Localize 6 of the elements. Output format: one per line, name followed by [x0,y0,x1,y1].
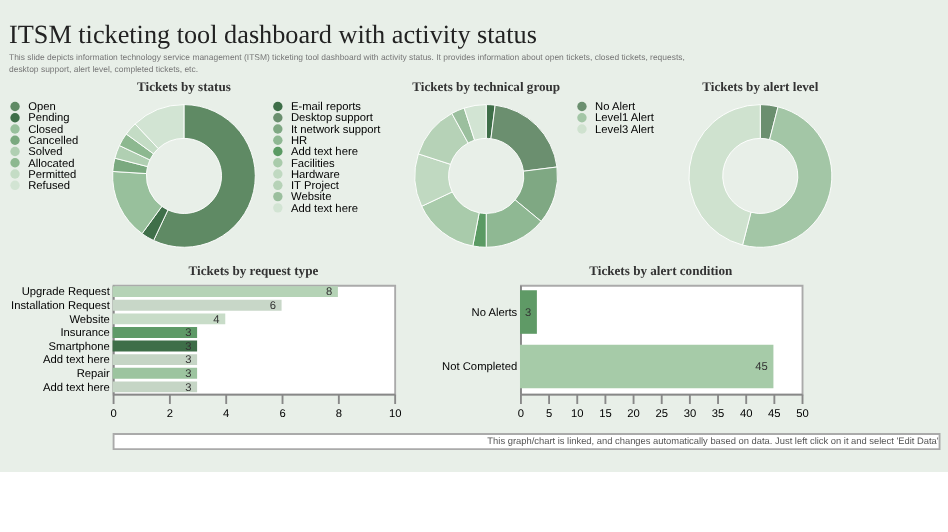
bar [112,354,198,366]
bar [112,367,198,379]
bar [112,327,198,338]
text: ITSM ticketing tool dashboard with activity status [9,18,537,49]
bar [112,286,338,298]
bar [112,381,198,393]
